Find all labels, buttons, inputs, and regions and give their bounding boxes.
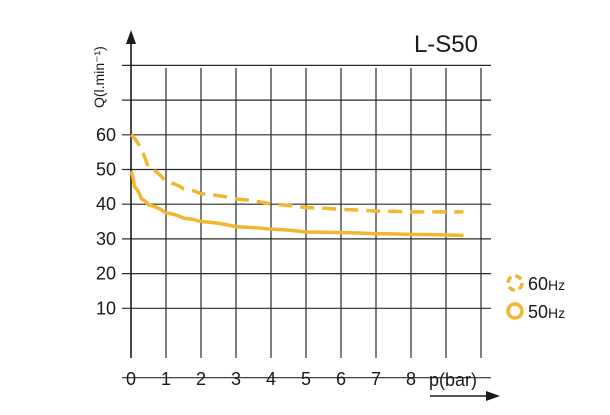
y-tick-label: 40 bbox=[96, 194, 116, 214]
x-tick-label: 0 bbox=[126, 369, 136, 389]
y-axis-label: Q(l.min⁻¹) bbox=[91, 46, 107, 108]
x-tick-label: 7 bbox=[371, 369, 381, 389]
legend-label-50hz: 50Hz bbox=[528, 302, 565, 322]
y-tick-label: 10 bbox=[96, 298, 116, 318]
y-tick-label: 50 bbox=[96, 160, 116, 180]
series-line-50hz bbox=[129, 170, 464, 238]
y-tick-label: 30 bbox=[96, 229, 116, 249]
y-tick-label: 20 bbox=[96, 264, 116, 284]
x-tick-label: 4 bbox=[266, 369, 276, 389]
legend-label-60hz: 60Hz bbox=[528, 274, 565, 294]
axes bbox=[126, 30, 500, 401]
chart-title: L-S50 bbox=[414, 31, 478, 58]
x-tick-labels: 0 1 2 3 4 5 6 7 8 bbox=[126, 369, 416, 389]
legend-marker-50hz bbox=[506, 302, 524, 320]
x-axis-label: p(bar) bbox=[429, 370, 477, 390]
y-tick-labels: 10 20 30 40 50 60 bbox=[96, 125, 116, 318]
y-tick-label: 60 bbox=[96, 125, 116, 145]
series-lines bbox=[129, 133, 464, 238]
x-tick-label: 3 bbox=[231, 369, 241, 389]
x-tick-label: 5 bbox=[301, 369, 311, 389]
series-line-60hz bbox=[129, 133, 464, 214]
y-axis-arrow bbox=[126, 30, 136, 44]
x-axis-arrow bbox=[486, 391, 500, 401]
x-tick-label: 1 bbox=[161, 369, 171, 389]
legend-marker-60hz bbox=[506, 274, 524, 292]
x-tick-label: 6 bbox=[336, 369, 346, 389]
legend: 60Hz 50Hz bbox=[506, 274, 565, 322]
x-tick-label: 8 bbox=[406, 369, 416, 389]
x-tick-label: 2 bbox=[196, 369, 206, 389]
grid bbox=[122, 64, 491, 379]
